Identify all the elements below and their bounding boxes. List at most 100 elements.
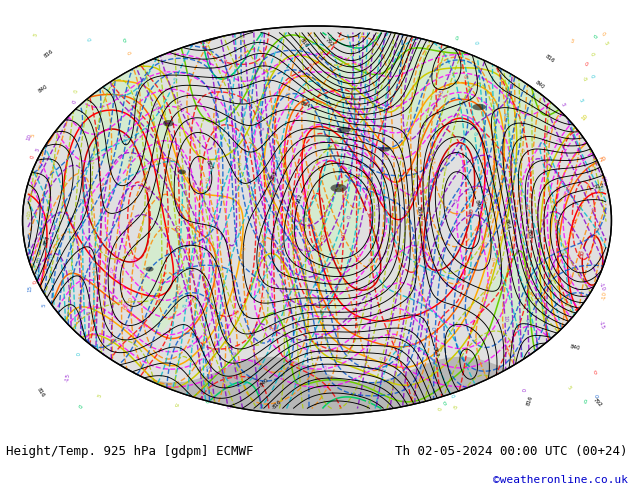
Polygon shape xyxy=(30,357,604,415)
Text: 10: 10 xyxy=(599,175,607,183)
Text: 0: 0 xyxy=(278,246,284,252)
Text: 792: 792 xyxy=(592,397,603,408)
Text: 5: 5 xyxy=(352,47,358,52)
Text: 5: 5 xyxy=(578,97,583,102)
Ellipse shape xyxy=(23,26,611,415)
Text: 0: 0 xyxy=(233,374,237,380)
Text: 10: 10 xyxy=(422,249,428,257)
Text: 0: 0 xyxy=(190,343,195,347)
Text: 5: 5 xyxy=(188,181,193,186)
Text: -5: -5 xyxy=(106,205,111,211)
Text: 10: 10 xyxy=(502,315,507,322)
Text: 0: 0 xyxy=(292,289,297,293)
Text: 20: 20 xyxy=(116,174,124,183)
Text: 0: 0 xyxy=(593,370,598,376)
Text: -15: -15 xyxy=(597,319,605,330)
Text: 15: 15 xyxy=(324,135,331,144)
Text: 0: 0 xyxy=(286,91,292,95)
Text: 10: 10 xyxy=(596,185,604,194)
Text: 15: 15 xyxy=(559,247,566,255)
Text: 888: 888 xyxy=(43,235,51,246)
Text: 0: 0 xyxy=(204,364,209,368)
Text: 15: 15 xyxy=(32,268,39,276)
Text: 0: 0 xyxy=(78,404,84,410)
Text: 0: 0 xyxy=(85,37,91,41)
Text: 0: 0 xyxy=(361,83,367,87)
Polygon shape xyxy=(58,58,176,175)
Text: 0: 0 xyxy=(323,366,327,371)
Text: 0: 0 xyxy=(252,40,258,46)
Text: 20: 20 xyxy=(119,304,127,312)
Text: -5: -5 xyxy=(388,231,394,237)
Text: -10: -10 xyxy=(525,317,533,327)
Text: 15: 15 xyxy=(106,266,114,275)
Text: -10: -10 xyxy=(78,314,84,323)
Text: 5: 5 xyxy=(391,154,396,158)
Text: 5: 5 xyxy=(444,93,450,98)
Text: 0: 0 xyxy=(404,205,409,209)
Text: 5: 5 xyxy=(441,343,446,348)
Text: 5: 5 xyxy=(426,306,432,310)
Text: -5: -5 xyxy=(68,267,74,273)
Text: -15: -15 xyxy=(79,291,84,300)
Text: 0: 0 xyxy=(366,399,371,405)
Text: 0: 0 xyxy=(518,148,523,152)
Text: 0: 0 xyxy=(162,70,166,75)
Text: 5: 5 xyxy=(98,393,103,398)
Text: 10: 10 xyxy=(26,209,32,217)
Ellipse shape xyxy=(379,147,390,151)
Text: 5: 5 xyxy=(30,134,36,138)
Text: 30: 30 xyxy=(580,249,586,257)
Text: 30: 30 xyxy=(469,207,475,215)
Text: 0: 0 xyxy=(520,388,525,392)
Text: 0: 0 xyxy=(505,347,511,352)
Polygon shape xyxy=(344,42,560,152)
Text: 0: 0 xyxy=(387,335,393,340)
Text: 5: 5 xyxy=(207,294,213,298)
Text: -5: -5 xyxy=(261,365,269,372)
Text: 912: 912 xyxy=(295,193,303,204)
Text: 888: 888 xyxy=(269,170,278,181)
Text: 5: 5 xyxy=(33,264,39,268)
Text: 912: 912 xyxy=(594,183,605,191)
Polygon shape xyxy=(306,152,363,321)
Text: 0: 0 xyxy=(167,157,172,161)
Text: 10: 10 xyxy=(129,296,134,303)
Text: 5: 5 xyxy=(409,313,415,319)
Text: 10: 10 xyxy=(381,153,386,160)
Text: 10: 10 xyxy=(174,104,181,112)
Text: 10: 10 xyxy=(347,109,353,116)
Text: 10: 10 xyxy=(555,135,564,144)
Polygon shape xyxy=(490,250,557,337)
Text: -15: -15 xyxy=(129,154,135,163)
Text: 5: 5 xyxy=(35,147,41,153)
Text: -5: -5 xyxy=(600,244,607,250)
Text: 0: 0 xyxy=(125,51,131,56)
Ellipse shape xyxy=(178,170,186,174)
Text: 864: 864 xyxy=(504,218,511,229)
Text: -10: -10 xyxy=(176,267,181,277)
Text: 10: 10 xyxy=(26,133,33,142)
Text: 20: 20 xyxy=(174,283,180,291)
Text: 5: 5 xyxy=(257,127,262,131)
Text: 10: 10 xyxy=(527,203,532,211)
Ellipse shape xyxy=(163,120,174,126)
Text: 864: 864 xyxy=(299,100,311,109)
Polygon shape xyxy=(301,62,355,159)
Text: -10: -10 xyxy=(238,242,244,251)
Text: -5: -5 xyxy=(504,111,510,118)
Ellipse shape xyxy=(472,104,486,110)
Text: 10: 10 xyxy=(553,218,559,225)
Text: -5: -5 xyxy=(564,301,571,308)
Text: -10: -10 xyxy=(93,265,98,274)
Text: 15: 15 xyxy=(48,224,53,231)
Text: 5: 5 xyxy=(188,268,193,272)
Text: 5: 5 xyxy=(41,304,46,308)
Text: -5: -5 xyxy=(238,105,244,111)
Text: 10: 10 xyxy=(581,113,590,122)
Text: -10: -10 xyxy=(602,291,607,300)
Text: 5: 5 xyxy=(542,218,547,221)
Text: 816: 816 xyxy=(526,394,534,406)
Text: -5: -5 xyxy=(172,75,179,82)
Text: 30: 30 xyxy=(365,211,372,220)
